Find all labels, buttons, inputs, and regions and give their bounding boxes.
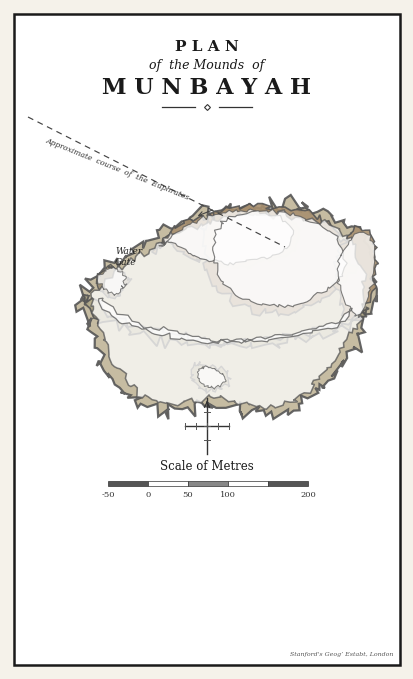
Text: 100: 100: [220, 491, 235, 499]
Bar: [188, 481, 228, 485]
Polygon shape: [212, 209, 347, 308]
Text: -50: -50: [101, 491, 114, 499]
FancyBboxPatch shape: [14, 14, 399, 665]
Polygon shape: [152, 204, 300, 269]
Polygon shape: [98, 298, 351, 344]
Text: Stanford's Geogʼ Estabt, London: Stanford's Geogʼ Estabt, London: [289, 652, 392, 657]
Polygon shape: [96, 264, 132, 299]
Text: 0: 0: [145, 491, 150, 499]
Bar: [108, 481, 147, 485]
Bar: [228, 481, 267, 485]
Bar: [147, 481, 188, 485]
Text: Scale of Metres: Scale of Metres: [160, 460, 253, 473]
Polygon shape: [190, 362, 230, 393]
Text: P L A N: P L A N: [175, 40, 238, 54]
Polygon shape: [75, 195, 376, 419]
Text: Water
Gate: Water Gate: [115, 247, 142, 267]
Polygon shape: [83, 295, 368, 348]
Polygon shape: [336, 232, 374, 316]
Text: Approximate  course  of  the  Euphrates: Approximate course of the Euphrates: [45, 136, 190, 202]
Text: M U N B A Y A H: M U N B A Y A H: [102, 77, 311, 99]
Text: of  the Mounds  of: of the Mounds of: [149, 58, 264, 71]
Polygon shape: [97, 268, 127, 295]
Text: 200: 200: [299, 491, 315, 499]
Text: 50: 50: [182, 491, 193, 499]
Polygon shape: [197, 366, 225, 389]
Polygon shape: [330, 225, 377, 320]
Polygon shape: [91, 210, 366, 409]
Bar: [267, 481, 307, 485]
Polygon shape: [159, 209, 293, 265]
Polygon shape: [200, 204, 357, 316]
